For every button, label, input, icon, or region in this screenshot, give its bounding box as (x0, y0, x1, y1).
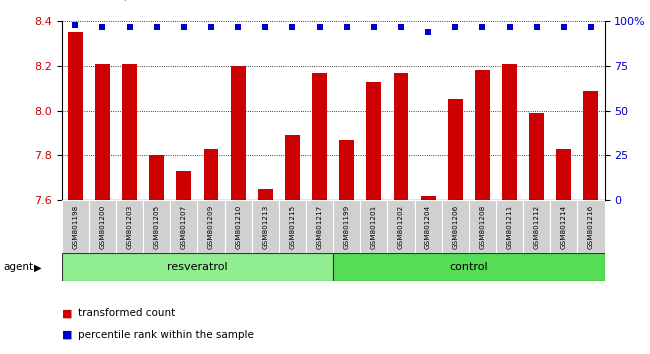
Point (586, 24, 596, 29)
Bar (62, 253, 333, 281)
Text: GSM801199: GSM801199 (344, 205, 350, 249)
Bar (203, 149, 218, 200)
Text: GSM801210: GSM801210 (235, 205, 241, 249)
Bar (387, 200, 415, 253)
Bar (360, 200, 387, 253)
Point (179, 24, 189, 29)
Text: GSM801215: GSM801215 (289, 205, 295, 249)
Text: GSM801198: GSM801198 (72, 205, 78, 249)
Point (450, 24, 460, 29)
Bar (122, 64, 137, 200)
Bar (421, 195, 436, 200)
Point (315, 24, 325, 29)
Point (98, 24, 108, 29)
Bar (469, 200, 496, 253)
Text: GSM801211: GSM801211 (506, 205, 512, 249)
Bar (584, 91, 599, 200)
Text: GSM801201: GSM801201 (371, 205, 377, 249)
Bar (176, 171, 191, 200)
Bar (415, 200, 442, 253)
Bar (150, 155, 164, 200)
Bar (367, 81, 382, 200)
Point (532, 24, 542, 29)
Bar (285, 135, 300, 200)
Point (504, 24, 515, 29)
Point (369, 24, 379, 29)
Point (260, 24, 270, 29)
Bar (556, 149, 571, 200)
Text: GSM801207: GSM801207 (181, 205, 187, 249)
Bar (89, 200, 116, 253)
Point (341, 24, 352, 29)
Bar (448, 99, 463, 200)
Text: GSM801216: GSM801216 (588, 205, 594, 249)
Bar (333, 200, 360, 253)
Bar (577, 200, 605, 253)
Bar (279, 200, 306, 253)
Bar (550, 200, 577, 253)
Point (396, 24, 406, 29)
Bar (333, 253, 604, 281)
Text: ■: ■ (62, 308, 72, 318)
Text: GSM801214: GSM801214 (561, 205, 567, 249)
Bar (116, 200, 143, 253)
Bar (231, 66, 246, 200)
Text: GSM801200: GSM801200 (99, 205, 105, 249)
Text: ▶: ▶ (34, 262, 42, 272)
Text: GSM801202: GSM801202 (398, 205, 404, 249)
Bar (170, 200, 198, 253)
Text: percentile rank within the sample: percentile rank within the sample (78, 330, 254, 339)
Text: resveratrol: resveratrol (167, 262, 228, 272)
Text: agent: agent (3, 262, 33, 272)
Bar (502, 64, 517, 200)
Bar (442, 200, 469, 253)
Text: GSM801212: GSM801212 (534, 205, 540, 249)
Bar (496, 200, 523, 253)
Point (423, 29, 434, 35)
Point (206, 24, 216, 29)
Bar (393, 73, 408, 200)
Point (124, 24, 135, 29)
Bar (143, 200, 170, 253)
Point (558, 24, 569, 29)
Bar (62, 200, 89, 253)
Text: GDS3981 / 8004416: GDS3981 / 8004416 (58, 0, 193, 2)
Point (151, 24, 162, 29)
Bar (198, 200, 225, 253)
Point (477, 24, 488, 29)
Text: GSM801203: GSM801203 (127, 205, 133, 249)
Point (70, 22, 81, 28)
Text: GSM801209: GSM801209 (208, 205, 214, 249)
Bar (68, 33, 83, 200)
Bar (95, 64, 110, 200)
Text: GSM801217: GSM801217 (317, 205, 322, 249)
Bar (252, 200, 279, 253)
Text: GSM801208: GSM801208 (480, 205, 486, 249)
Text: ■: ■ (62, 330, 72, 339)
Bar (258, 189, 273, 200)
Text: transformed count: transformed count (78, 308, 176, 318)
Bar (475, 70, 490, 200)
Point (233, 24, 243, 29)
Text: GSM801206: GSM801206 (452, 205, 458, 249)
Bar (529, 113, 544, 200)
Bar (306, 200, 333, 253)
Text: control: control (450, 262, 488, 272)
Text: GSM801205: GSM801205 (154, 205, 160, 249)
Bar (523, 200, 551, 253)
Bar (225, 200, 252, 253)
Bar (339, 140, 354, 200)
Bar (312, 73, 327, 200)
Text: GSM801213: GSM801213 (263, 205, 268, 249)
Text: GSM801204: GSM801204 (425, 205, 431, 249)
Point (287, 24, 298, 29)
